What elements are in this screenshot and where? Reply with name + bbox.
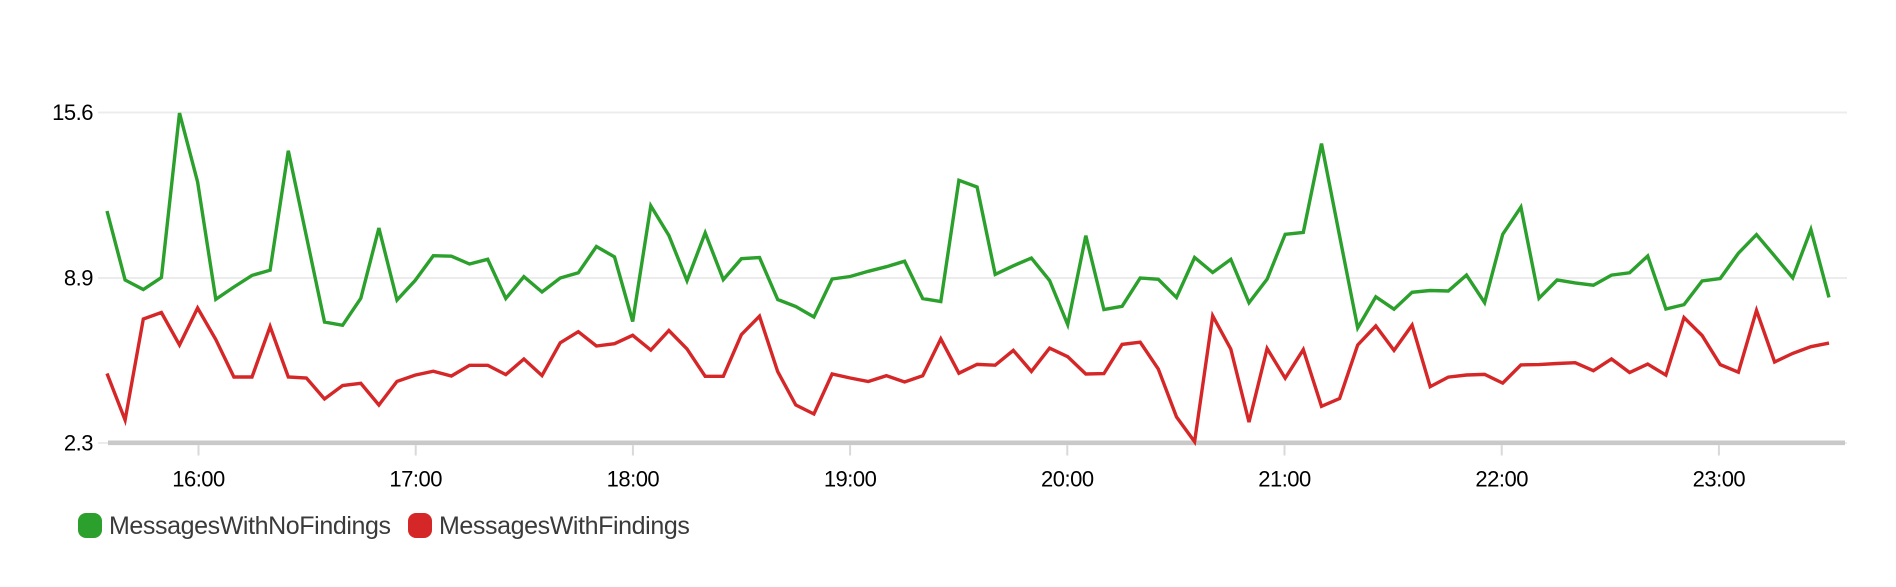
svg-text:8.9: 8.9	[64, 266, 93, 291]
svg-text:16:00: 16:00	[172, 467, 225, 492]
svg-text:2.3: 2.3	[64, 431, 93, 456]
svg-text:22:00: 22:00	[1475, 467, 1528, 492]
svg-text:17:00: 17:00	[389, 467, 442, 492]
svg-text:15.6: 15.6	[52, 100, 93, 125]
svg-text:23:00: 23:00	[1693, 467, 1746, 492]
svg-text:18:00: 18:00	[607, 467, 660, 492]
svg-text:19:00: 19:00	[824, 467, 877, 492]
svg-text:20:00: 20:00	[1041, 467, 1094, 492]
svg-text:21:00: 21:00	[1258, 467, 1311, 492]
